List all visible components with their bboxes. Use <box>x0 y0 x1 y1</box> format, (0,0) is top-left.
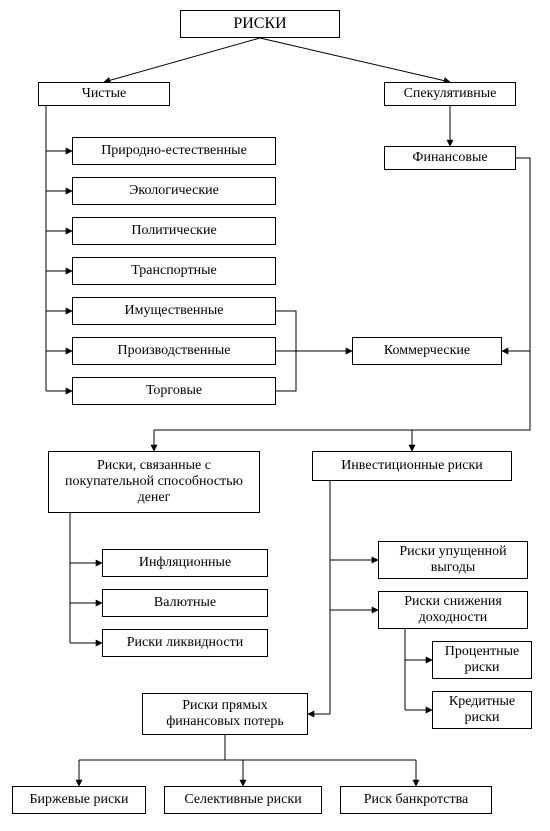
node-pct: Процентные риски <box>432 641 532 679</box>
node-infl: Инфляционные <box>102 549 268 577</box>
node-lost: Риски упущенной выгоды <box>378 541 528 579</box>
edge-fin-to-comm <box>502 158 530 351</box>
node-bank: Риск банкротства <box>340 786 492 814</box>
node-invest: Инвестиционные риски <box>312 451 512 481</box>
node-direct: Риски прямых финансовых потерь <box>142 693 308 735</box>
node-curr: Валютные <box>102 589 268 617</box>
node-comm: Коммерческие <box>352 337 502 365</box>
edge-root-to-spec <box>260 38 450 82</box>
node-trans: Транспортные <box>72 257 276 285</box>
node-liq: Риски ликвидности <box>102 629 268 657</box>
node-root: РИСКИ <box>180 10 340 38</box>
node-eco: Экологические <box>72 177 276 205</box>
node-nat: Природно-естественные <box>72 137 276 165</box>
node-trade: Торговые <box>72 377 276 405</box>
node-financial: Финансовые <box>384 146 516 170</box>
node-pure: Чистые <box>38 82 170 106</box>
diagram-canvas: РИСКИ Чистые Спекулятивные Финансовые Природ… <box>0 0 550 831</box>
node-speculative: Спекулятивные <box>384 82 516 106</box>
node-exch: Биржевые риски <box>12 786 146 814</box>
node-purch: Риски, связанные с покупательной способн… <box>48 451 260 513</box>
node-prod: Производственные <box>72 337 276 365</box>
edge-root-to-pure <box>104 38 260 82</box>
node-yield: Риски снижения доходности <box>378 591 528 629</box>
node-pol: Политические <box>72 217 276 245</box>
edge-brace-prop-trade <box>276 311 296 391</box>
node-cred: Кредитные риски <box>432 691 532 729</box>
node-prop: Имущественные <box>72 297 276 325</box>
node-sel: Селективные риски <box>164 786 322 814</box>
